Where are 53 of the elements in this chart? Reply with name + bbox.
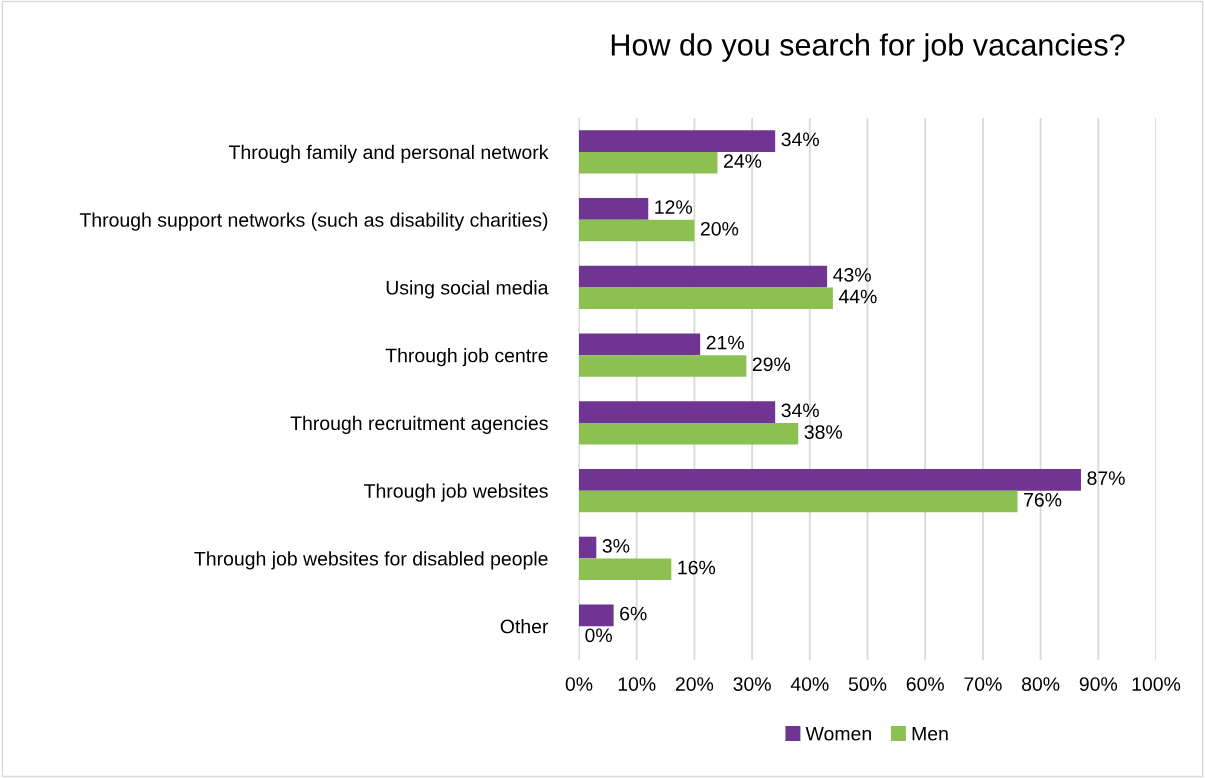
- data-label: 16%: [678, 560, 716, 575]
- y-tick-label: Through job websites for disabled people: [194, 551, 548, 570]
- data-label: 12%: [655, 200, 693, 214]
- data-label: 29%: [752, 357, 791, 372]
- x-tick-label: 90%: [1079, 677, 1118, 691]
- data-label: 34%: [781, 132, 819, 147]
- legend-label: Women: [805, 726, 871, 741]
- y-tick-label: Using social media: [386, 280, 549, 299]
- x-tick-label: 30%: [733, 677, 771, 691]
- bar: [579, 536, 597, 559]
- x-tick-label: 50%: [848, 677, 887, 691]
- bar: [579, 422, 799, 445]
- x-tick-label: 10%: [618, 677, 656, 691]
- data-label: 21%: [706, 335, 744, 350]
- data-label: 3%: [602, 538, 630, 553]
- bar: [579, 151, 718, 174]
- x-tick-label: 40%: [790, 677, 829, 691]
- data-label: 76%: [1024, 492, 1062, 507]
- bar: [579, 265, 828, 288]
- data-label: 6%: [620, 606, 647, 621]
- bar: [579, 558, 672, 581]
- legend-label: Men: [912, 726, 948, 741]
- data-label: 0%: [585, 628, 612, 643]
- y-tick-label: Through support networks (such as disability charities): [79, 212, 548, 231]
- x-tick-label: 100%: [1132, 677, 1181, 691]
- bar: [579, 401, 776, 423]
- data-label: 43%: [833, 267, 871, 282]
- bar: [579, 197, 649, 220]
- data-label: 34%: [781, 403, 819, 418]
- data-label: 44%: [838, 289, 877, 304]
- y-tick-label: Other: [500, 619, 549, 634]
- bar: [579, 287, 833, 310]
- y-tick-label: Through recruitment agencies: [290, 415, 548, 434]
- bar: [579, 219, 695, 242]
- data-label: 24%: [724, 154, 762, 168]
- x-tick-label: 60%: [906, 677, 944, 691]
- x-tick-label: 0%: [565, 677, 593, 691]
- x-tick-label: 70%: [964, 677, 1002, 691]
- bar: [579, 604, 614, 627]
- bar: [579, 490, 1018, 513]
- chart-title: How do you search for job vacancies?: [611, 33, 1125, 62]
- bar: [579, 333, 701, 356]
- bar: [579, 130, 776, 152]
- data-label: 38%: [804, 425, 843, 439]
- x-tick-label: 80%: [1021, 677, 1060, 691]
- data-label: 87%: [1087, 471, 1125, 485]
- y-tick-label: Through job centre: [385, 348, 548, 367]
- y-tick-label: Through job websites: [364, 483, 548, 502]
- x-tick-label: 20%: [675, 677, 714, 691]
- data-label: 20%: [700, 221, 739, 236]
- bar: [579, 355, 747, 377]
- bar: [579, 468, 1081, 491]
- y-tick-label: Through family and personal network: [228, 144, 549, 163]
